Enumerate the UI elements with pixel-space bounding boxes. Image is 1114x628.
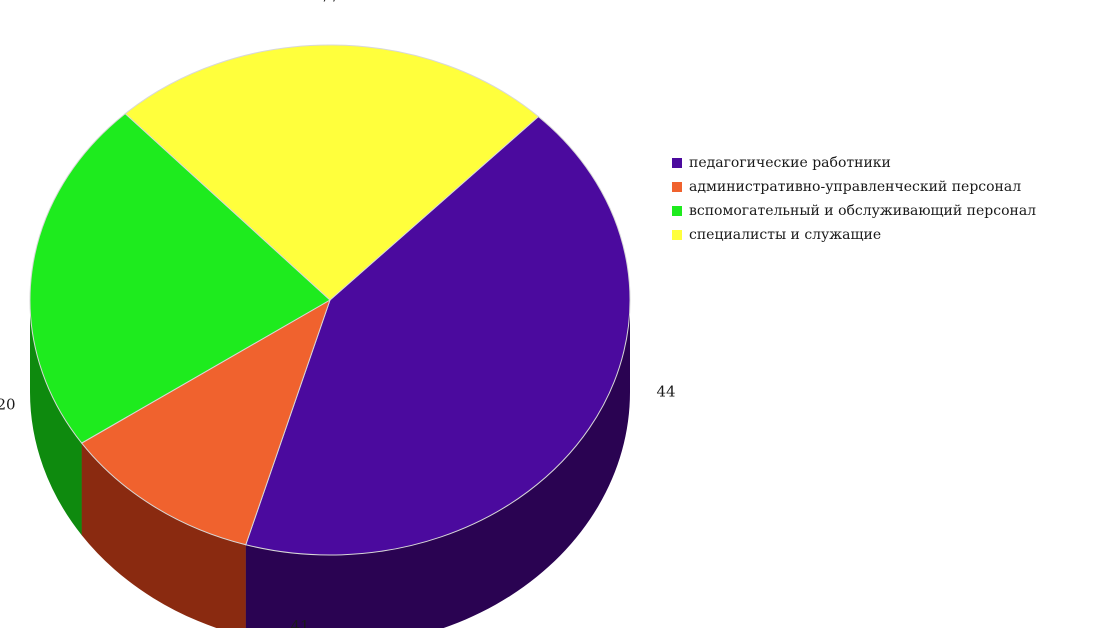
data-label: 20 bbox=[0, 395, 16, 413]
data-label: 44 bbox=[656, 383, 675, 401]
pie-slices bbox=[29, 44, 631, 556]
data-label: 41 bbox=[290, 617, 309, 628]
data-label: 77 bbox=[320, 0, 339, 6]
pie-slice bbox=[29, 112, 331, 444]
legend-label: педагогические работники bbox=[689, 155, 891, 171]
pie-slice bbox=[124, 44, 540, 301]
legend-item-specialists: специалисты и служащие bbox=[672, 224, 1036, 246]
legend-item-support-staff: вспомогательный и обслуживающий персонал bbox=[672, 200, 1036, 222]
pie-side-wall bbox=[81, 443, 246, 628]
pie-slice bbox=[80, 298, 331, 546]
legend-label: вспомогательный и обслуживающий персонал bbox=[689, 203, 1037, 219]
legend: педагогические работники административно… bbox=[672, 152, 1036, 248]
pie-side-wall bbox=[30, 300, 82, 536]
legend-item-administrative: административно-управленческий персонал bbox=[672, 176, 1036, 198]
legend-swatch bbox=[672, 206, 682, 216]
legend-swatch bbox=[672, 230, 682, 240]
pie-slice bbox=[245, 115, 631, 556]
data-labels: 77 20 41 44 bbox=[0, 0, 676, 628]
legend-label: специалисты и служащие bbox=[689, 227, 882, 243]
pie-side-wall bbox=[245, 300, 630, 628]
legend-swatch bbox=[672, 158, 682, 168]
legend-item-pedagogical: педагогические работники bbox=[672, 152, 1036, 174]
legend-label: административно-управленческий персонал bbox=[689, 179, 1022, 195]
legend-swatch bbox=[672, 182, 682, 192]
